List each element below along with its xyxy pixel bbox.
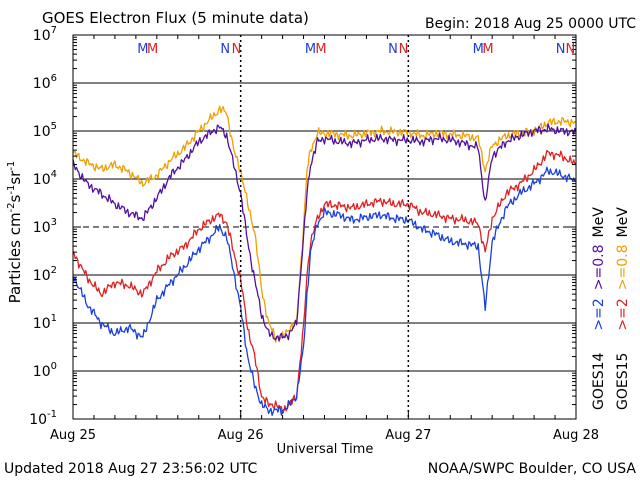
top-marker-label: M xyxy=(137,42,148,57)
y-tick-label: 102 xyxy=(33,265,57,284)
top-marker-label: M xyxy=(473,42,484,57)
top-marker-label: N xyxy=(232,42,242,57)
legend-goes14-label: GOES14 xyxy=(591,352,607,410)
top-markers: MM N N M M N N MM N N xyxy=(137,42,575,57)
begin-date: Begin: 2018 Aug 25 0000 UTC xyxy=(425,16,636,32)
x-axis-label: Universal Time xyxy=(277,442,374,457)
legend-goes14-text: GOES14 >=2 >=0.8 MeV xyxy=(591,207,607,410)
legend-goes14: GOES14 >=2 >=0.8 MeV xyxy=(591,207,607,410)
legend-goes15: GOES15 >=2 >=0.8 MeV xyxy=(615,207,631,410)
legend-goes14-mev: MeV xyxy=(591,207,607,238)
top-marker-label: N xyxy=(399,42,409,57)
top-marker-label: N xyxy=(556,42,566,57)
gridlines xyxy=(73,82,576,372)
legend-goes15-text: GOES15 >=2 >=0.8 MeV xyxy=(615,207,631,410)
x-tick-label: Aug 26 xyxy=(218,428,264,443)
x-tick-label: Aug 28 xyxy=(553,428,599,443)
series-layer xyxy=(72,105,577,417)
legend-goes15-ge08: >=0.8 xyxy=(615,244,631,290)
y-tick-label: 103 xyxy=(33,217,57,236)
y-axis-label-text: Particles cm-2s-1sr-1 xyxy=(6,161,24,304)
top-marker-label: N xyxy=(566,42,576,57)
legend-goes14-ge2: >=2 xyxy=(591,298,607,330)
top-marker-label: N xyxy=(220,42,230,57)
legend-goes15-mev: MeV xyxy=(615,207,631,238)
legend-goes15-ge2: >=2 xyxy=(615,298,631,330)
series-line-0 xyxy=(72,105,577,343)
top-marker-label: M xyxy=(147,42,158,57)
chart-title: GOES Electron Flux (5 minute data) xyxy=(42,9,309,27)
top-marker-label: M xyxy=(482,42,493,57)
series-line-2 xyxy=(72,149,577,415)
y-tick-label: 106 xyxy=(33,73,57,92)
top-marker-label: N xyxy=(388,42,398,57)
top-marker-label: M xyxy=(315,42,326,57)
y-axis-label: Particles cm-2s-1sr-1 xyxy=(6,161,24,304)
series-line-1 xyxy=(72,123,577,342)
legend-goes15-label: GOES15 xyxy=(615,353,631,410)
top-marker-label: M xyxy=(305,42,316,57)
y-axis-ticks: 10-1 100 101 102 103 104 105 106 107 xyxy=(29,25,576,428)
day-markers xyxy=(239,35,410,419)
x-tick-label: Aug 25 xyxy=(50,428,96,443)
y-tick-label: 104 xyxy=(33,169,57,188)
y-tick-label: 10-1 xyxy=(29,409,57,428)
updated-timestamp: Updated 2018 Aug 27 23:56:02 UTC xyxy=(4,461,257,477)
legend-goes14-ge08: >=0.8 xyxy=(591,244,607,290)
x-tick-label: Aug 27 xyxy=(385,428,431,443)
credit-text: NOAA/SWPC Boulder, CO USA xyxy=(428,461,637,477)
y-tick-label: 107 xyxy=(33,25,57,44)
x-axis-ticks: Aug 25 Aug 26 Aug 27 Aug 28 xyxy=(50,35,599,443)
y-tick-label: 100 xyxy=(33,361,57,380)
y-tick-label: 101 xyxy=(33,313,57,332)
series-line-3 xyxy=(72,166,577,417)
y-tick-label: 105 xyxy=(33,121,57,140)
